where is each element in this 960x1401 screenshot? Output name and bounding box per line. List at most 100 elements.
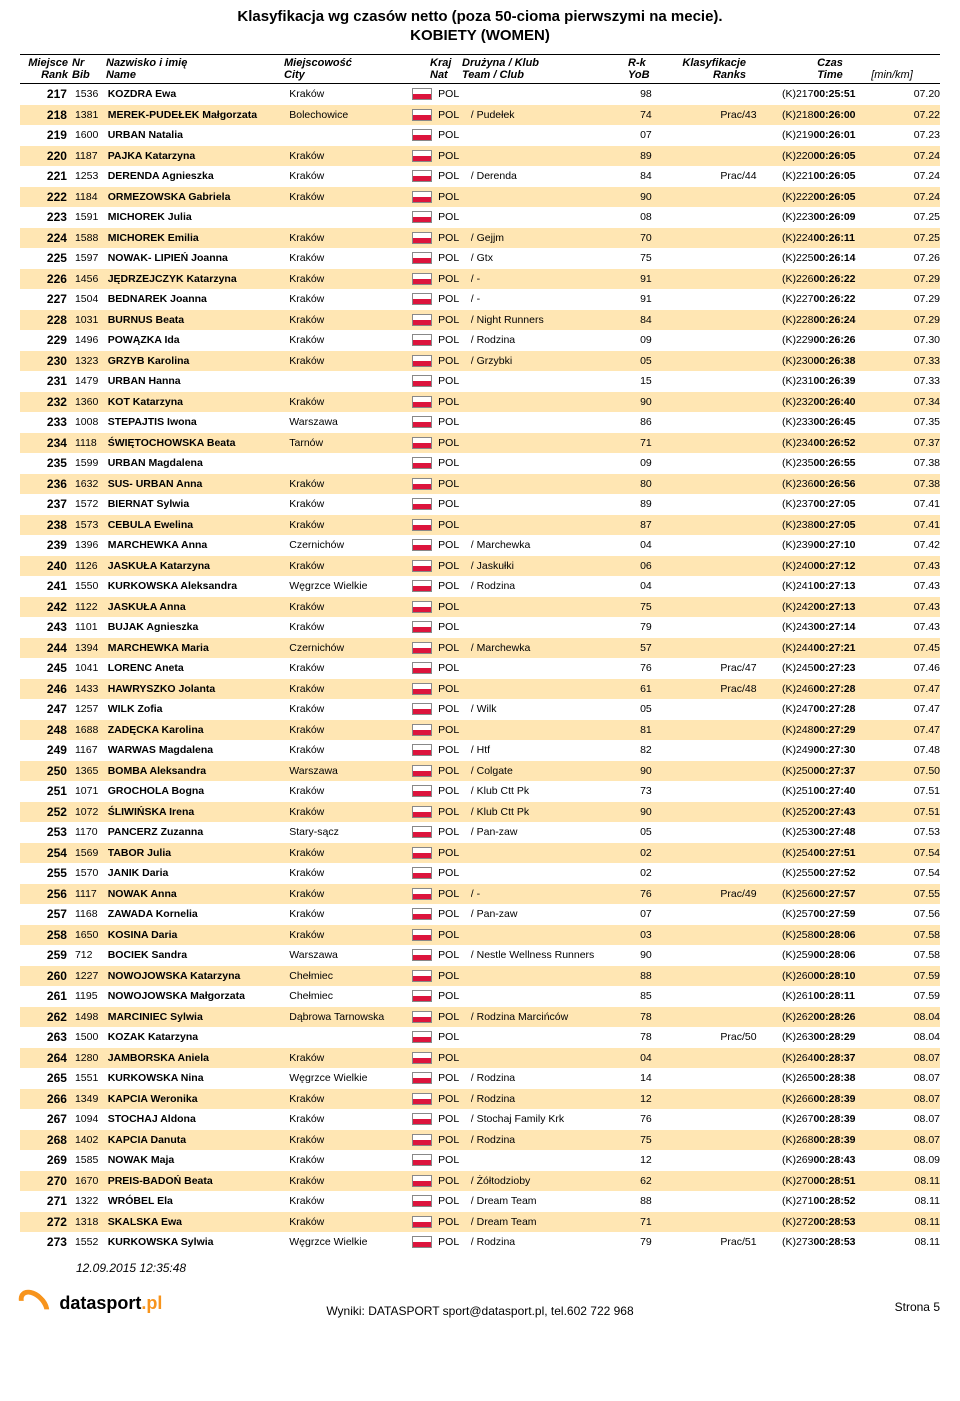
cell-kcode: (K)227 — [767, 289, 814, 310]
col-name-pl: Nazwisko i imię — [106, 57, 284, 69]
cell-yob: 04 — [640, 535, 681, 556]
cell-bib: 1072 — [69, 802, 108, 823]
cell-kcode: (K)244 — [767, 638, 814, 659]
cell-name: ŚLIWIŃSKA Irena — [108, 802, 290, 823]
cell-ranks — [681, 966, 767, 987]
cell-yob: 90 — [640, 187, 681, 208]
cell-ranks — [681, 822, 767, 843]
cell-kcode: (K)235 — [767, 453, 814, 474]
cell-bib: 1597 — [69, 248, 108, 269]
cell-team: / Klub Ctt Pk — [471, 802, 640, 823]
cell-kcode: (K)242 — [767, 597, 814, 618]
cell-rank: 260 — [20, 966, 69, 987]
cell-ranks — [681, 863, 767, 884]
cell-rank: 261 — [20, 986, 69, 1007]
cell-city: Kraków — [289, 802, 411, 823]
cell-rank: 267 — [20, 1109, 69, 1130]
cell-nat: POL — [438, 84, 471, 105]
cell-flag — [412, 904, 439, 925]
col-team-en: Team / Club — [462, 69, 628, 81]
cell-ranks — [681, 474, 767, 495]
cell-flag — [412, 1212, 439, 1233]
cell-bib: 1257 — [69, 699, 108, 720]
cell-yob: 15 — [640, 371, 681, 392]
cell-flag — [412, 146, 439, 167]
flag-pol-icon — [412, 1195, 432, 1207]
cell-pace: 07.59 — [879, 966, 940, 987]
cell-team — [471, 84, 640, 105]
cell-nat: POL — [438, 289, 471, 310]
cell-rank: 258 — [20, 925, 69, 946]
cell-nat: POL — [438, 802, 471, 823]
cell-bib: 1456 — [69, 269, 108, 290]
table-row: 2581650KOSINA DariaKrakówPOL03(K)25800:2… — [20, 925, 940, 946]
cell-pace: 08.07 — [879, 1109, 940, 1130]
cell-city — [289, 453, 411, 474]
cell-flag — [412, 843, 439, 864]
cell-kcode: (K)243 — [767, 617, 814, 638]
cell-flag — [412, 761, 439, 782]
cell-kcode: (K)262 — [767, 1007, 814, 1028]
cell-flag — [412, 289, 439, 310]
logo-text: datasport — [59, 1293, 141, 1313]
cell-nat: POL — [438, 330, 471, 351]
flag-pol-icon — [412, 970, 432, 982]
flag-pol-icon — [412, 785, 432, 797]
cell-pace: 07.41 — [879, 515, 940, 536]
cell-bib: 1167 — [69, 740, 108, 761]
flag-pol-icon — [412, 703, 432, 715]
cell-ranks: Prac/47 — [681, 658, 767, 679]
cell-yob: 75 — [640, 597, 681, 618]
cell-pace: 07.41 — [879, 494, 940, 515]
cell-kcode: (K)245 — [767, 658, 814, 679]
cell-kcode: (K)264 — [767, 1048, 814, 1069]
cell-name: MARCHEWKA Anna — [108, 535, 290, 556]
cell-rank: 237 — [20, 494, 69, 515]
cell-flag — [412, 925, 439, 946]
cell-city: Kraków — [289, 351, 411, 372]
cell-flag — [412, 228, 439, 249]
cell-pace: 08.04 — [879, 1027, 940, 1048]
flag-pol-icon — [412, 1093, 432, 1105]
cell-name: URBAN Hanna — [108, 371, 290, 392]
cell-team — [471, 515, 640, 536]
table-row: 2451041LORENC AnetaKrakówPOL76Prac/47(K)… — [20, 658, 940, 679]
cell-city: Kraków — [289, 740, 411, 761]
cell-pace: 07.23 — [879, 125, 940, 146]
cell-bib: 1588 — [69, 228, 108, 249]
cell-time: 00:26:52 — [813, 433, 878, 454]
cell-team: / Nestle Wellness Runners — [471, 945, 640, 966]
cell-time: 00:27:29 — [813, 720, 878, 741]
cell-pace: 07.51 — [879, 781, 940, 802]
cell-bib: 1572 — [69, 494, 108, 515]
cell-flag — [412, 187, 439, 208]
cell-flag — [412, 884, 439, 905]
cell-flag — [412, 371, 439, 392]
cell-time: 00:28:38 — [813, 1068, 878, 1089]
flag-pol-icon — [412, 1175, 432, 1187]
cell-city: Węgrzce Wielkie — [289, 1232, 411, 1253]
cell-city: Kraków — [289, 1089, 411, 1110]
table-row: 2611195NOWOJOWSKA MałgorzataChełmiecPOL8… — [20, 986, 940, 1007]
flag-pol-icon — [412, 826, 432, 838]
cell-name: CEBULA Ewelina — [108, 515, 290, 536]
cell-team: / Pan-zaw — [471, 904, 640, 925]
cell-name: PREIS-BADOŃ Beata — [108, 1171, 290, 1192]
cell-yob: 02 — [640, 863, 681, 884]
cell-ranks: Prac/48 — [681, 679, 767, 700]
cell-time: 00:26:38 — [813, 351, 878, 372]
cell-pace: 08.07 — [879, 1089, 940, 1110]
cell-pace: 08.07 — [879, 1048, 940, 1069]
cell-yob: 70 — [640, 228, 681, 249]
table-row: 2731552KURKOWSKA SylwiaWęgrzce WielkiePO… — [20, 1232, 940, 1253]
cell-name: TABOR Julia — [108, 843, 290, 864]
table-row: 2191600URBAN NataliaPOL07(K)21900:26:010… — [20, 125, 940, 146]
cell-bib: 1280 — [69, 1048, 108, 1069]
cell-name: STOCHAJ Aldona — [108, 1109, 290, 1130]
cell-name: KAPCIA Weronika — [108, 1089, 290, 1110]
cell-flag — [412, 740, 439, 761]
cell-time: 00:27:37 — [813, 761, 878, 782]
cell-name: BOCIEK Sandra — [108, 945, 290, 966]
cell-bib: 1117 — [69, 884, 108, 905]
cell-bib: 1504 — [69, 289, 108, 310]
